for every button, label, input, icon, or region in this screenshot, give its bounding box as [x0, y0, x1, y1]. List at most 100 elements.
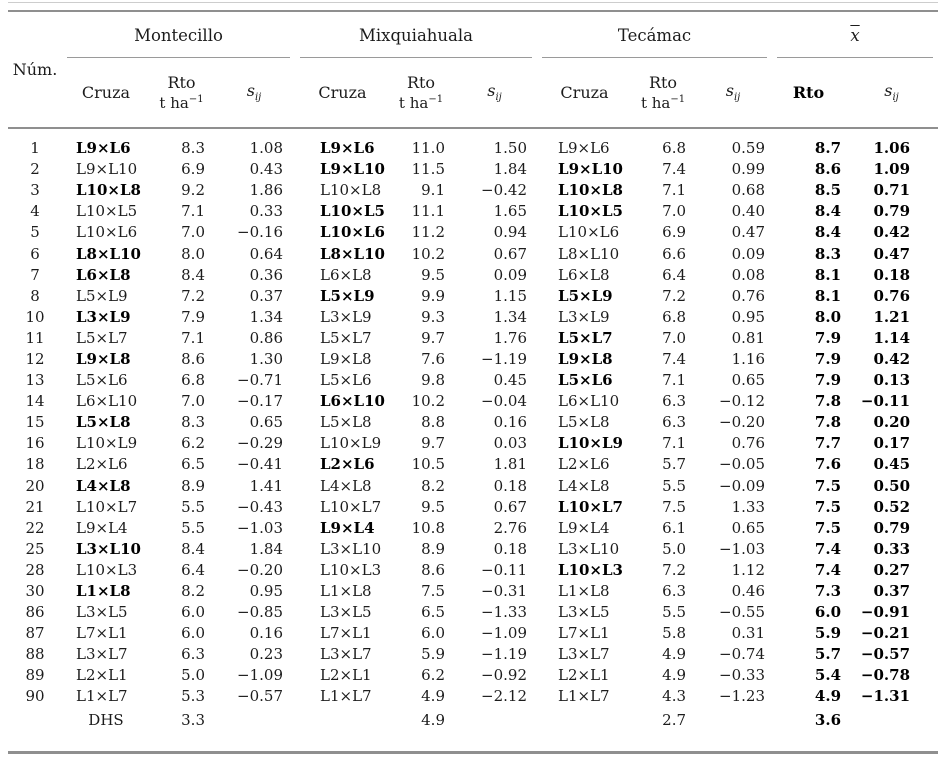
table-row: 22 L9×L4 5.5 −1.03 L9×L4 10.8 2.76 L9×L4…	[8, 518, 938, 539]
cruza-cell-tecamac: L6×L10	[558, 392, 620, 411]
sij-cell-montecillo: 0.36	[249, 265, 283, 284]
sij-subscript: ij	[254, 92, 262, 104]
sij-cell-montecillo: 0.43	[249, 160, 283, 179]
rto-cell-montecillo: 6.5	[181, 455, 205, 474]
sij-subscript: ij	[892, 92, 899, 104]
rto-cell-montecillo: 8.6	[181, 349, 205, 368]
rto-cell-mixquiahuala: 8.9	[421, 539, 445, 558]
cruza-header-tecamac: Cruza	[537, 58, 633, 129]
cruza-cell-mixquiahuala: L5×L8	[320, 413, 372, 432]
rto-cell-montecillo: 7.2	[181, 286, 205, 305]
row-number: 18	[25, 455, 45, 474]
cruza-cell-mixquiahuala: L2×L6	[320, 455, 375, 474]
sij-cell-tecamac: 0.81	[731, 328, 766, 347]
rto-cell-montecillo: 5.3	[181, 687, 205, 706]
cruza-cell-tecamac: L3×L7	[558, 645, 610, 664]
sij-cell-mixquiahuala: 0.18	[493, 539, 528, 558]
group-header-mean: x	[772, 12, 938, 58]
sij-cell-tecamac: 1.33	[731, 497, 766, 516]
row-number: 88	[25, 645, 45, 664]
cruza-cell-mixquiahuala: L9×L8	[320, 349, 372, 368]
row-number: 89	[25, 666, 45, 685]
rto-cell-mixquiahuala: 6.5	[421, 603, 445, 622]
rto-cell-tecamac: 5.5	[662, 476, 687, 495]
cruza-cell-mixquiahuala: L10×L9	[320, 434, 382, 453]
row-number: 86	[25, 603, 45, 622]
table-row: 20 L4×L8 8.9 1.41 L4×L8 8.2 0.18 L4×L8 5…	[8, 476, 938, 497]
cruza-cell-tecamac: L2×L1	[558, 666, 610, 685]
sij-cell-montecillo: 1.34	[249, 307, 283, 326]
rto-header-mixquiahuala: Rto t ha−1	[390, 58, 452, 129]
empty-cell	[452, 708, 537, 731]
mean-sij-cell: 0.13	[873, 371, 911, 390]
sij-cell-tecamac: −0.12	[719, 392, 766, 411]
cruza-cell-mixquiahuala: L4×L8	[320, 476, 372, 495]
mean-sij-cell: −1.31	[860, 687, 911, 706]
sij-cell-mixquiahuala: 1.15	[493, 286, 528, 305]
sij-cell-tecamac: 0.09	[731, 244, 766, 263]
rto-cell-montecillo: 7.0	[181, 223, 205, 242]
sij-cell-mixquiahuala: 1.65	[493, 202, 528, 221]
sij-cell-mixquiahuala: 0.16	[493, 413, 528, 432]
cruza-cell-mixquiahuala: L5×L6	[320, 371, 372, 390]
mean-sij-cell: 0.17	[873, 434, 911, 453]
table-row: 3 L10×L8 9.2 1.86 L10×L8 9.1 −0.42 L10×L…	[8, 180, 938, 201]
rto-cell-tecamac: 7.4	[662, 160, 687, 179]
cruza-cell-montecillo: L6×L8	[76, 265, 131, 284]
cruza-cell-mixquiahuala: L3×L5	[320, 603, 372, 622]
sij-header-tecamac: sij	[694, 58, 773, 129]
cruza-cell-mixquiahuala: L1×L8	[320, 582, 372, 601]
sij-cell-montecillo: 1.08	[249, 139, 283, 158]
cruza-cell-tecamac: L3×L9	[558, 307, 610, 326]
mean-rto-cell: 7.4	[814, 539, 842, 558]
cruza-cell-montecillo: L1×L7	[76, 687, 128, 706]
sij-cell-mixquiahuala: −0.31	[481, 582, 528, 601]
sij-cell-tecamac: −0.09	[719, 476, 766, 495]
rto-header-tecamac: Rto t ha−1	[632, 58, 695, 129]
rto-cell-montecillo: 5.5	[181, 497, 205, 516]
cruza-cell-mixquiahuala: L6×L8	[320, 265, 372, 284]
cruza-cell-montecillo: L10×L9	[76, 434, 138, 453]
sij-cell-mixquiahuala: 1.81	[493, 455, 528, 474]
rto-cell-tecamac: 5.8	[662, 624, 687, 643]
mean-sij-cell: 0.33	[873, 539, 911, 558]
row-number: 4	[30, 202, 40, 221]
rto-cell-mixquiahuala: 11.1	[411, 202, 445, 221]
table-row: 13 L5×L6 6.8 −0.71 L5×L6 9.8 0.45 L5×L6 …	[8, 370, 938, 391]
cruza-header-montecillo: Cruza	[62, 58, 150, 129]
table-row: 30 L1×L8 8.2 0.95 L1×L8 7.5 −0.31 L1×L8 …	[8, 581, 938, 602]
cruza-cell-montecillo: L9×L4	[76, 518, 128, 537]
sij-label: s	[487, 81, 496, 101]
cruza-cell-montecillo: L3×L7	[76, 645, 128, 664]
mean-rto-cell: 7.4	[814, 560, 842, 579]
cruza-cell-tecamac: L5×L9	[558, 286, 613, 305]
cruza-cell-mixquiahuala: L9×L10	[320, 160, 385, 179]
mean-rto-cell: 7.7	[814, 434, 842, 453]
mean-sij-cell: 0.42	[873, 349, 911, 368]
table-row: 8 L5×L9 7.2 0.37 L5×L9 9.9 1.15 L5×L9 7.…	[8, 286, 938, 307]
row-number: 2	[30, 160, 40, 179]
rto-cell-montecillo: 6.4	[181, 560, 205, 579]
row-number: 12	[25, 349, 45, 368]
mean-sij-cell: 0.52	[873, 497, 911, 516]
row-number: 10	[25, 307, 45, 326]
unit-label: t ha	[159, 93, 189, 112]
rto-cell-montecillo: 7.1	[181, 328, 205, 347]
yield-table: Núm. Montecillo Mixquiahuala Tecámac x C…	[8, 12, 939, 731]
sij-cell-mixquiahuala: −0.11	[481, 560, 528, 579]
sij-cell-mixquiahuala: −0.92	[481, 666, 528, 685]
table-row: 25 L3×L10 8.4 1.84 L3×L10 8.9 0.18 L3×L1…	[8, 539, 938, 560]
cruza-cell-tecamac: L10×L6	[558, 223, 620, 242]
rto-cell-tecamac: 7.4	[662, 349, 687, 368]
sij-cell-tecamac: 0.40	[731, 202, 766, 221]
dhs-mean-rto: 3.6	[814, 710, 842, 729]
sij-cell-montecillo: 0.64	[249, 244, 283, 263]
mean-rto-cell: 8.3	[814, 244, 842, 263]
rto-cell-montecillo: 7.9	[181, 307, 205, 326]
rto-cell-tecamac: 4.9	[662, 645, 687, 664]
sij-cell-montecillo: −1.03	[237, 518, 283, 537]
cruza-cell-mixquiahuala: L6×L10	[320, 392, 385, 411]
rto-cell-tecamac: 6.8	[662, 139, 687, 158]
mean-rto-cell: 7.6	[814, 455, 842, 474]
rto-cell-mixquiahuala: 9.5	[421, 265, 445, 284]
